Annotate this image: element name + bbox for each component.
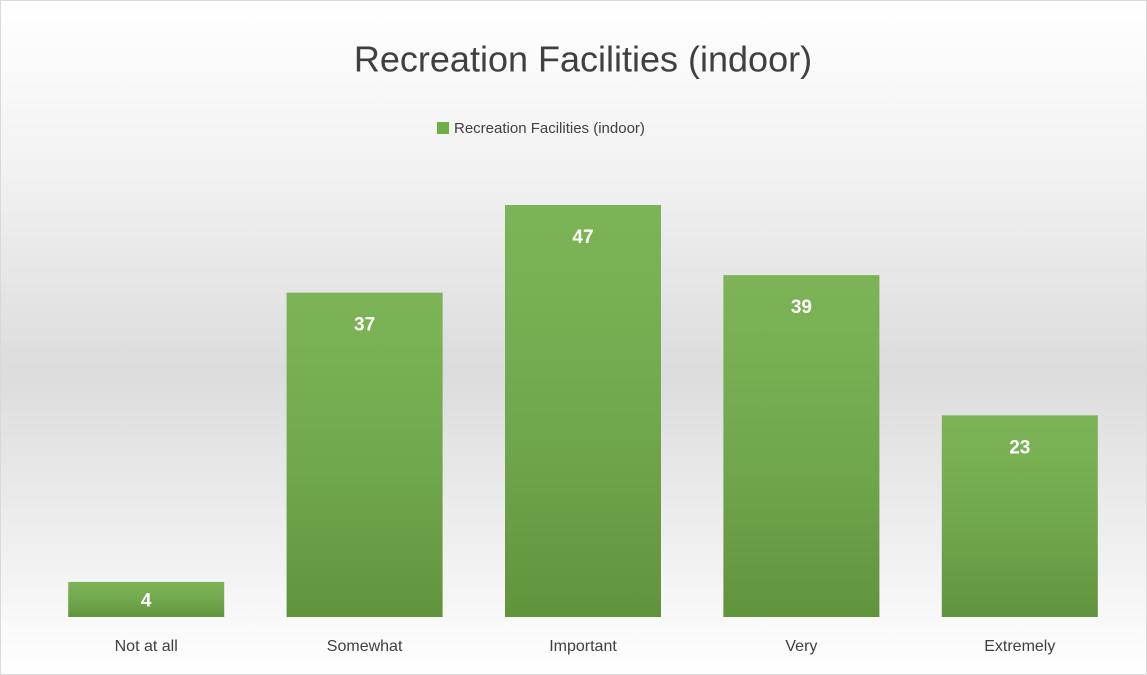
x-tick-label: Extremely (984, 638, 1055, 655)
bar-shade (505, 205, 661, 617)
x-tick-label: Important (549, 638, 617, 655)
data-label: 37 (354, 315, 375, 336)
chart-title: Recreation Facilities (indoor) (354, 39, 812, 80)
x-tick-label: Very (785, 638, 817, 655)
x-tick-label: Somewhat (327, 638, 403, 655)
data-label: 23 (1009, 437, 1030, 458)
bar-shade (941, 415, 1098, 617)
data-label: 4 (141, 590, 152, 611)
bar-shade (68, 581, 225, 617)
data-label: 47 (572, 227, 593, 248)
data-label: 39 (791, 297, 812, 318)
x-tick-label: Not at all (115, 638, 178, 655)
legend-label: Recreation Facilities (indoor) (454, 120, 645, 137)
bar-shade (723, 275, 880, 617)
bar-shade (286, 292, 443, 617)
legend-swatch (437, 122, 449, 134)
